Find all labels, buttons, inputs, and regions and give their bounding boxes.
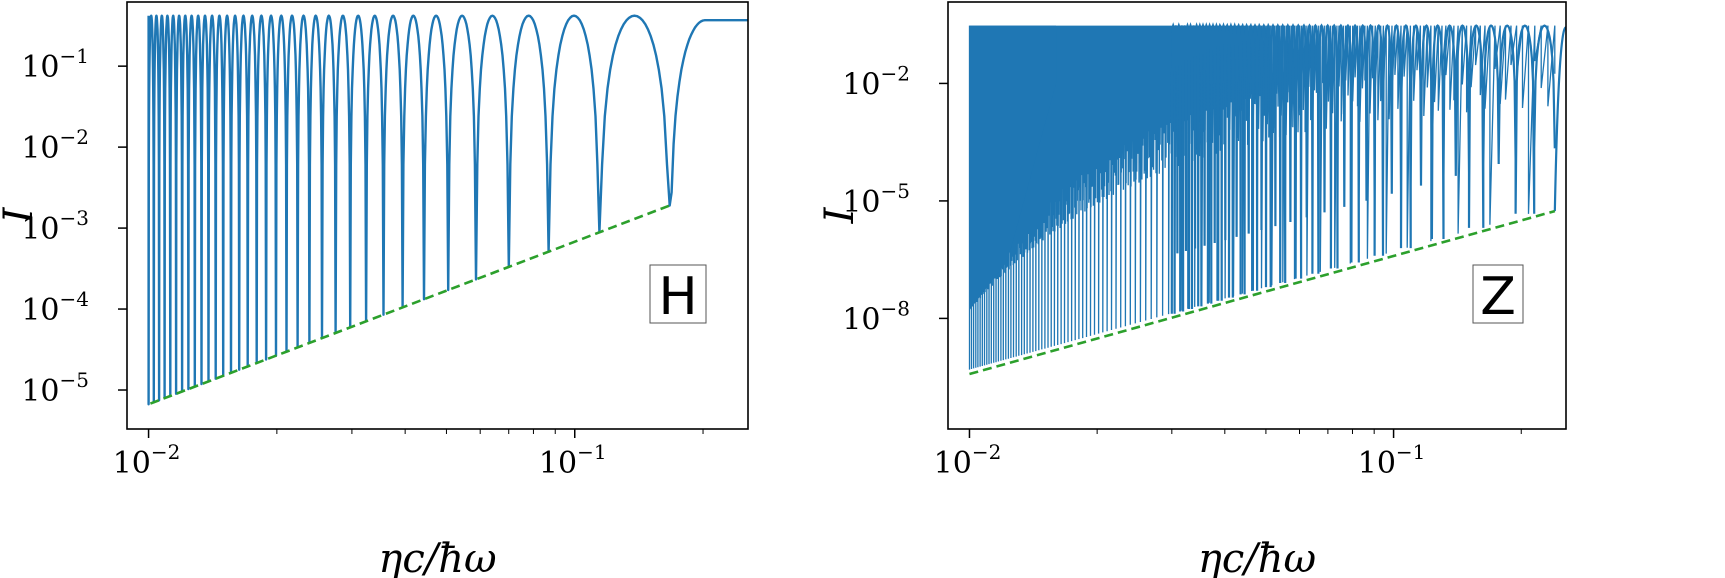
panel-tag-label: H xyxy=(658,267,697,327)
y-tick-label: 10−5 xyxy=(21,368,89,409)
intensity-curve xyxy=(147,14,748,406)
y-tick-label: 10−3 xyxy=(21,206,89,247)
intensity-curve-arches xyxy=(1170,22,1556,314)
y-tick-label: 10−2 xyxy=(21,125,89,166)
plot-frame xyxy=(947,1,1567,430)
intensity-curve-dense xyxy=(968,25,1556,370)
envelope-dashed-line xyxy=(969,209,1556,376)
x-axis-label: ηc/ħω xyxy=(378,536,496,578)
panel-h: 10−2 10−1 10−5 10−4 10−3 10−2 10−1 ηc/ħω I H xyxy=(0,1,749,578)
y-tick-label: 10−4 xyxy=(21,287,89,328)
plot-area xyxy=(147,14,748,406)
y-axis-label: I xyxy=(0,206,42,224)
plot-frame xyxy=(126,1,749,430)
x-axis-label: ηc/ħω xyxy=(1198,536,1316,578)
y-tick-label: 10−5 xyxy=(842,179,910,220)
y-tick-label: 10−2 xyxy=(842,61,910,102)
envelope-dashed-line xyxy=(149,204,671,405)
panel-tag-label: Z xyxy=(1480,267,1516,327)
x-tick-label: 10−1 xyxy=(539,440,607,481)
panel-tag-box xyxy=(649,264,707,324)
x-tick-label: 10−2 xyxy=(113,440,181,481)
x-tick-label: 10−1 xyxy=(1358,440,1426,481)
panel-z: 10−2 10−1 10−8 10−5 10−2 ηc/ħω I Z xyxy=(817,1,1567,578)
y-axis-label: I xyxy=(817,206,863,224)
intensity-curve-tail xyxy=(1553,26,1566,212)
x-tick-label: 10−2 xyxy=(934,440,1002,481)
plot-area xyxy=(968,22,1566,376)
panel-tag-box xyxy=(1472,264,1524,324)
y-tick-label: 10−1 xyxy=(21,44,89,85)
y-tick-label: 10−8 xyxy=(842,296,910,337)
intensity-curve-fill xyxy=(969,25,1057,311)
